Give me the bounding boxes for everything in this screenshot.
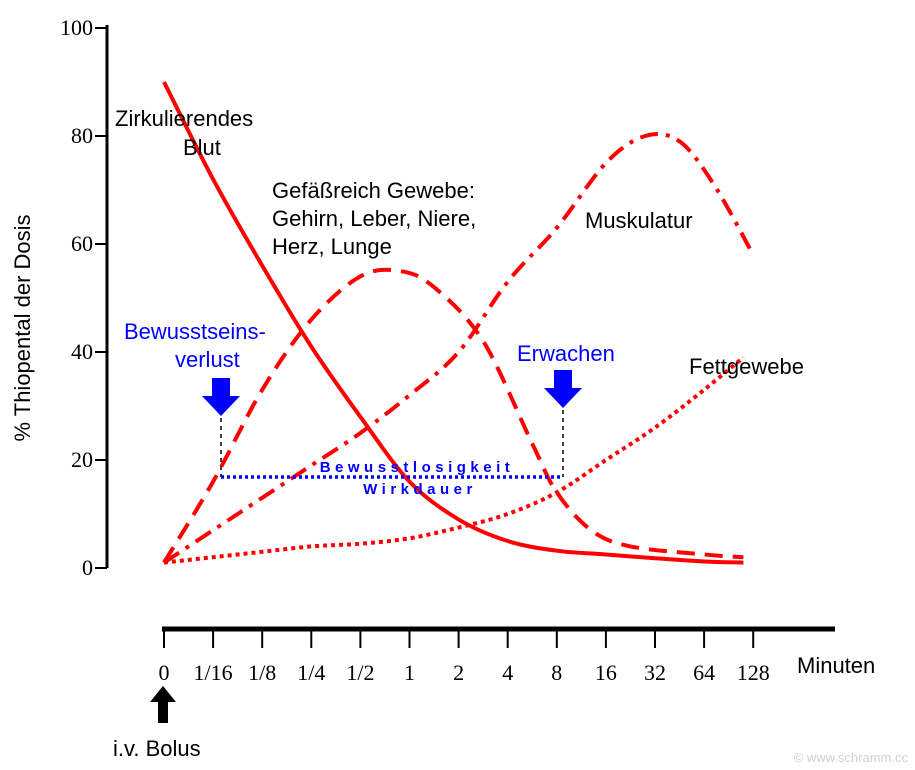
curve-blut: [162, 81, 744, 565]
label-muskulatur: Muskulatur: [585, 208, 693, 233]
curve-fettgewebe: [163, 355, 745, 565]
y-tick-label: 20: [71, 447, 93, 472]
x-tick-label: 1: [404, 660, 415, 685]
curves: [162, 81, 755, 565]
curve-muskulatur: [162, 131, 755, 565]
annotation-wake-label: Erwachen: [517, 341, 615, 366]
annotation-loc: Bewusstseins- verlust: [124, 319, 266, 477]
label-fett: Fettgewebe: [689, 354, 804, 379]
x-tick-label: 8: [551, 660, 562, 685]
x-axis-label: Minuten: [797, 653, 875, 678]
annotation-wake: Erwachen: [517, 341, 615, 477]
x-tick-label: 64: [693, 660, 715, 685]
label-blut-line1: Zirkulierendes: [115, 106, 253, 131]
bolus-annotation: i.v. Bolus: [113, 686, 201, 761]
arrow-down-icon: [544, 370, 582, 408]
x-axis: 0 1/16 1/8 1/4 1/2 1 2 4 8 16 32 64 128: [159, 626, 835, 685]
label-blut-line2: Blut: [183, 135, 221, 160]
x-tick-label: 1/16: [194, 660, 233, 685]
x-tick-label: 128: [737, 660, 770, 685]
y-tick-label: 40: [71, 339, 93, 364]
x-tick-label: 0: [159, 660, 170, 685]
bolus-label: i.v. Bolus: [113, 736, 201, 761]
label-gefaess: Gefäßreich Gewebe: Gehirn, Leber, Niere,…: [272, 178, 476, 259]
copyright-text: © www.schramm.cc: [794, 750, 909, 765]
y-tick-label: 60: [71, 231, 93, 256]
y-tick-label: 100: [60, 15, 93, 40]
annotation-loc-line1: Bewusstseins-: [124, 319, 266, 344]
x-tick-label: 1/4: [297, 660, 325, 685]
x-tick-label: 2: [453, 660, 464, 685]
arrow-up-icon: [150, 686, 176, 723]
label-blut: Zirkulierendes Blut: [115, 106, 253, 160]
y-tick-label: 80: [71, 123, 93, 148]
x-tick-label: 1/2: [346, 660, 374, 685]
label-gefaess-line1: Gefäßreich Gewebe:: [272, 178, 475, 203]
y-tick-label: 0: [82, 555, 93, 580]
arrow-down-icon: [202, 378, 240, 416]
x-tick-label: 16: [595, 660, 617, 685]
x-tick-label: 1/8: [248, 660, 276, 685]
x-tick-label: 4: [502, 660, 513, 685]
curve-gefaessreich: [162, 267, 744, 564]
y-axis: 0 20 40 60 80 100: [60, 15, 109, 580]
span-label-line1: Bewusstlosigkeit: [320, 459, 515, 476]
annotation-span: Bewusstlosigkeit Wirkdauer: [221, 459, 563, 498]
y-axis-label: % Thiopental der Dosis: [10, 214, 35, 441]
span-label-line2: Wirkdauer: [363, 481, 477, 498]
label-gefaess-line2: Gehirn, Leber, Niere,: [272, 206, 476, 231]
x-tick-label: 32: [644, 660, 666, 685]
annotation-loc-line2: verlust: [175, 347, 240, 372]
label-gefaess-line3: Herz, Lunge: [272, 234, 392, 259]
